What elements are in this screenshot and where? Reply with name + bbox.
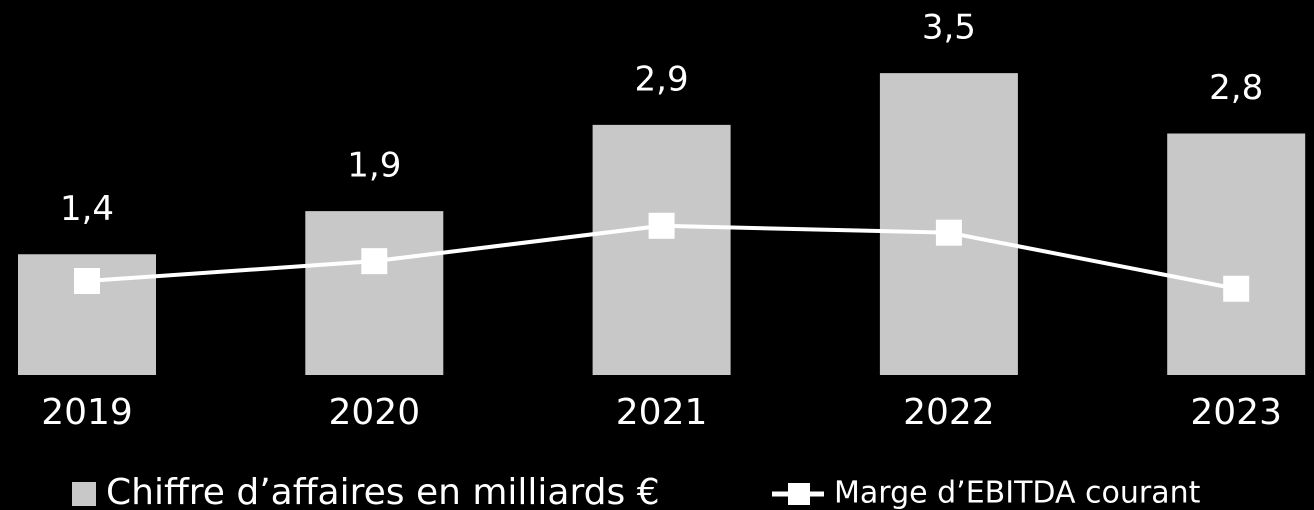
legend-swatch: [72, 482, 96, 506]
x-tick-label: 2020: [328, 392, 420, 433]
x-tick-label: 2021: [616, 392, 708, 433]
value-label: 3,5: [922, 8, 976, 48]
line-marker: [1223, 275, 1250, 302]
value-label: 2,8: [1209, 68, 1263, 108]
line-marker: [74, 267, 100, 294]
bar: [1167, 133, 1306, 375]
x-tick-label: 2023: [1190, 392, 1282, 433]
legend-marker: [788, 483, 810, 505]
value-label: 2,9: [635, 59, 689, 99]
x-tick-label: 2019: [41, 392, 133, 433]
x-tick-label: 2022: [903, 392, 995, 433]
legend-label: Marge d’EBITDA courant: [834, 476, 1201, 510]
bar: [305, 211, 444, 375]
legend-label: Chiffre d’affaires en milliards €: [106, 472, 660, 510]
value-label: 1,9: [347, 146, 401, 186]
bar: [592, 124, 731, 375]
line-marker: [648, 212, 675, 239]
line-marker: [935, 219, 962, 246]
value-label: 1,4: [60, 189, 114, 229]
line-marker: [361, 248, 388, 275]
